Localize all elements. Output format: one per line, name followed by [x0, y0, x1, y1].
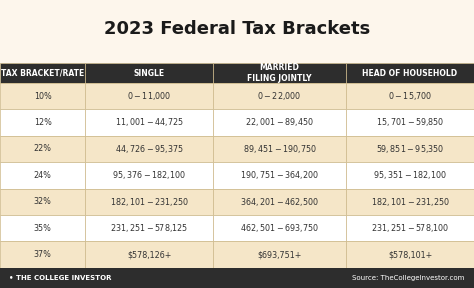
Bar [0, 162, 85, 189]
Bar [0, 83, 85, 109]
Bar [85, 215, 213, 241]
Text: 35%: 35% [34, 224, 52, 233]
Bar [346, 63, 474, 83]
Text: $693,751+: $693,751+ [257, 250, 302, 259]
Bar [213, 162, 346, 189]
Text: $0 - $15,700: $0 - $15,700 [388, 90, 432, 102]
Text: $59,851 - $95,350: $59,851 - $95,350 [376, 143, 444, 155]
Text: SINGLE: SINGLE [134, 69, 165, 77]
Bar [346, 109, 474, 136]
Bar [0, 268, 474, 288]
Text: • THE COLLEGE INVESTOR: • THE COLLEGE INVESTOR [9, 275, 112, 281]
Text: $578,126+: $578,126+ [127, 250, 172, 259]
Bar [0, 63, 85, 83]
Bar [0, 215, 85, 241]
Bar [213, 109, 346, 136]
Bar [85, 136, 213, 162]
Text: $95,351 - $182,100: $95,351 - $182,100 [373, 169, 447, 181]
Bar [346, 241, 474, 268]
Text: 12%: 12% [34, 118, 52, 127]
Text: 24%: 24% [34, 171, 52, 180]
Text: $44,726 - $95,375: $44,726 - $95,375 [115, 143, 183, 155]
Text: $231,251 - $578,125: $231,251 - $578,125 [110, 222, 189, 234]
Bar [85, 162, 213, 189]
Text: $89,451 - $190,750: $89,451 - $190,750 [243, 143, 317, 155]
Bar [346, 136, 474, 162]
Text: 22%: 22% [34, 144, 52, 154]
Text: $22,001 - $89,450: $22,001 - $89,450 [245, 116, 314, 128]
Text: $231,251 - $578,100: $231,251 - $578,100 [371, 222, 449, 234]
Text: HEAD OF HOUSEHOLD: HEAD OF HOUSEHOLD [363, 69, 457, 77]
Text: $182,101 - $231,250: $182,101 - $231,250 [371, 196, 449, 208]
Text: 2023 Federal Tax Brackets: 2023 Federal Tax Brackets [104, 20, 370, 38]
Text: $15,701 - $59,850: $15,701 - $59,850 [376, 116, 444, 128]
Bar [346, 189, 474, 215]
Bar [346, 215, 474, 241]
Bar [0, 109, 85, 136]
Bar [213, 241, 346, 268]
Bar [0, 189, 85, 215]
Text: MARRIED
FILING JOINTLY: MARRIED FILING JOINTLY [247, 63, 312, 83]
Text: $364,201 - $462,500: $364,201 - $462,500 [240, 196, 319, 208]
Text: Source: TheCollegeInvestor.com: Source: TheCollegeInvestor.com [352, 275, 465, 281]
Bar [85, 83, 213, 109]
Bar [213, 215, 346, 241]
Text: $95,376 - $182,100: $95,376 - $182,100 [112, 169, 186, 181]
Bar [213, 63, 346, 83]
Bar [213, 83, 346, 109]
Text: $0 - $11,000: $0 - $11,000 [127, 90, 172, 102]
Bar [213, 189, 346, 215]
Text: 10%: 10% [34, 92, 52, 101]
Text: 32%: 32% [34, 197, 52, 206]
Text: $0 - $22,000: $0 - $22,000 [257, 90, 302, 102]
Bar [213, 136, 346, 162]
Bar [85, 63, 213, 83]
Bar [0, 0, 474, 63]
Text: 37%: 37% [34, 250, 52, 259]
Text: TAX BRACKET/RATE: TAX BRACKET/RATE [1, 69, 84, 77]
Bar [346, 83, 474, 109]
Bar [85, 109, 213, 136]
Text: $182,101 - $231,250: $182,101 - $231,250 [110, 196, 189, 208]
Bar [346, 162, 474, 189]
Bar [85, 189, 213, 215]
Text: $11,001 - $44,725: $11,001 - $44,725 [115, 116, 183, 128]
Text: $462,501 - $693,750: $462,501 - $693,750 [240, 222, 319, 234]
Bar [85, 241, 213, 268]
Bar [0, 136, 85, 162]
Text: $578,101+: $578,101+ [388, 250, 432, 259]
Text: $190,751 - $364,200: $190,751 - $364,200 [240, 169, 319, 181]
Bar [0, 241, 85, 268]
